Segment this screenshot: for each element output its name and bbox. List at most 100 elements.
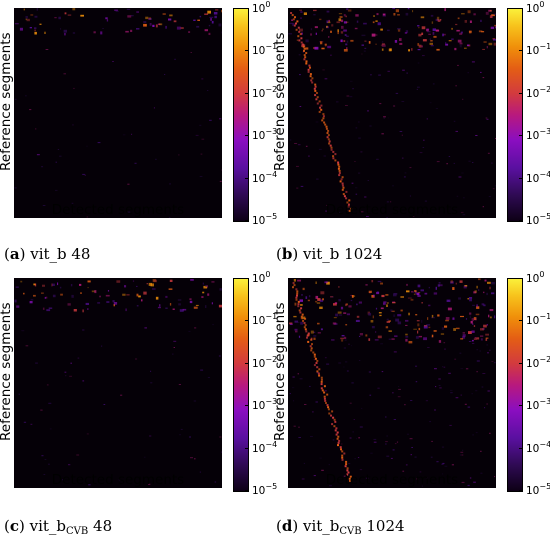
heatmap-cell: [457, 17, 460, 20]
heatmap-cell: [368, 338, 371, 341]
heatmap-cell: [71, 294, 74, 298]
heatmap-plot: [288, 8, 496, 218]
heatmap-cells: [289, 278, 496, 487]
heatmap-cell: [35, 362, 38, 364]
heatmap-cell: [462, 449, 464, 451]
heatmap-cell: [379, 103, 382, 105]
heatmap-cell: [298, 437, 301, 438]
heatmap-cell: [346, 8, 349, 11]
colorbar-tick: [245, 177, 249, 179]
heatmap-cell: [173, 20, 177, 23]
heatmap-cell: [421, 319, 423, 323]
heatmap-cell: [491, 282, 495, 285]
heatmap-cell: [15, 286, 19, 288]
heatmap-cell: [337, 31, 339, 35]
heatmap-cell: [344, 339, 347, 341]
diagonal-cell: [326, 132, 329, 134]
heatmap-cell: [354, 27, 358, 30]
heatmap-cell: [476, 337, 480, 340]
heatmap-cell: [313, 9, 317, 12]
heatmap-cell: [438, 340, 442, 343]
heatmap-cell: [475, 390, 478, 392]
colorbar-tick-label: 10−3: [526, 127, 550, 142]
heatmap-cell: [471, 330, 475, 333]
heatmap-cell: [36, 8, 38, 11]
diagonal-cell: [332, 150, 335, 153]
heatmap-cell: [435, 108, 438, 109]
heatmap-cell: [341, 25, 344, 29]
heatmap-cell: [131, 133, 133, 135]
caption-model: vit_b: [29, 517, 67, 535]
diagonal-cell: [302, 45, 305, 48]
heatmap-cell: [484, 279, 487, 282]
heatmap-cells: [14, 279, 222, 486]
heatmap-cell: [341, 335, 345, 337]
heatmap-cell: [40, 409, 43, 411]
heatmap-cell: [25, 95, 27, 97]
heatmap-cell: [14, 98, 17, 100]
heatmap-cell: [421, 45, 423, 48]
tick-base: 10: [526, 400, 540, 413]
heatmap-cell: [338, 299, 341, 302]
heatmap-cell: [48, 402, 52, 404]
panel-caption: (b) vit_b 1024: [276, 245, 383, 263]
diagonal-cell: [337, 442, 340, 444]
heatmap-cell: [356, 438, 358, 440]
diagonal-cell: [318, 100, 321, 103]
colorbar-tick: [245, 490, 249, 491]
heatmap-cell: [486, 292, 488, 296]
heatmap-cell: [310, 436, 313, 437]
heatmap-cell: [52, 294, 56, 298]
heatmap-cell: [388, 320, 391, 322]
diagonal-cell: [333, 425, 336, 428]
heatmap-cell: [443, 366, 446, 368]
heatmap-cell: [157, 306, 161, 309]
heatmap-cell: [417, 284, 421, 288]
heatmap-cell: [322, 298, 324, 301]
heatmap-cell: [494, 24, 496, 27]
heatmap-cell: [481, 386, 484, 388]
heatmap-cell: [215, 9, 219, 11]
heatmap-cell: [157, 23, 161, 25]
diagonal-cell: [327, 408, 330, 411]
heatmap-cell: [417, 49, 421, 51]
heatmap-cell: [195, 134, 199, 136]
heatmap-cell: [105, 294, 110, 297]
colorbar-tick: [519, 8, 523, 9]
colorbar-tick-label: 10−3: [252, 127, 277, 142]
heatmap-cell: [359, 335, 361, 337]
heatmap-cell: [346, 40, 349, 43]
heatmap-cell: [325, 210, 327, 212]
heatmap-cell: [55, 189, 58, 191]
diagonal-cell: [310, 349, 313, 352]
heatmap-cell: [321, 469, 324, 471]
heatmap-cell: [382, 13, 386, 16]
heatmap-cell: [444, 465, 448, 467]
heatmap-cell: [148, 282, 152, 286]
x-axis-label: Detected segments: [325, 472, 459, 488]
heatmap-cell: [338, 13, 343, 15]
heatmap-cell: [417, 43, 420, 46]
heatmap-cell: [326, 363, 330, 365]
heatmap-cell: [297, 373, 299, 375]
heatmap-cell: [377, 280, 382, 283]
caption-letter: c: [9, 517, 19, 535]
heatmap-cell: [307, 299, 310, 302]
heatmap-cell: [441, 446, 445, 448]
heatmap-cell: [343, 49, 348, 52]
heatmap-cell: [422, 39, 427, 42]
tick-base: 10: [526, 87, 540, 100]
heatmap-cell: [54, 17, 57, 19]
heatmap-cell: [485, 337, 489, 339]
diagonal-cell: [300, 41, 303, 44]
heatmap-cell: [204, 13, 209, 15]
heatmap-cell: [360, 151, 363, 153]
heatmap-cell: [352, 431, 354, 433]
diagonal-cell: [314, 89, 317, 92]
heatmap-cell: [361, 211, 364, 213]
heatmap-cell: [355, 193, 358, 195]
heatmap-cell: [420, 289, 424, 292]
heatmap-cell: [435, 29, 439, 32]
colorbar-tick-label: 10−5: [252, 482, 277, 497]
heatmap-cell: [94, 290, 97, 294]
